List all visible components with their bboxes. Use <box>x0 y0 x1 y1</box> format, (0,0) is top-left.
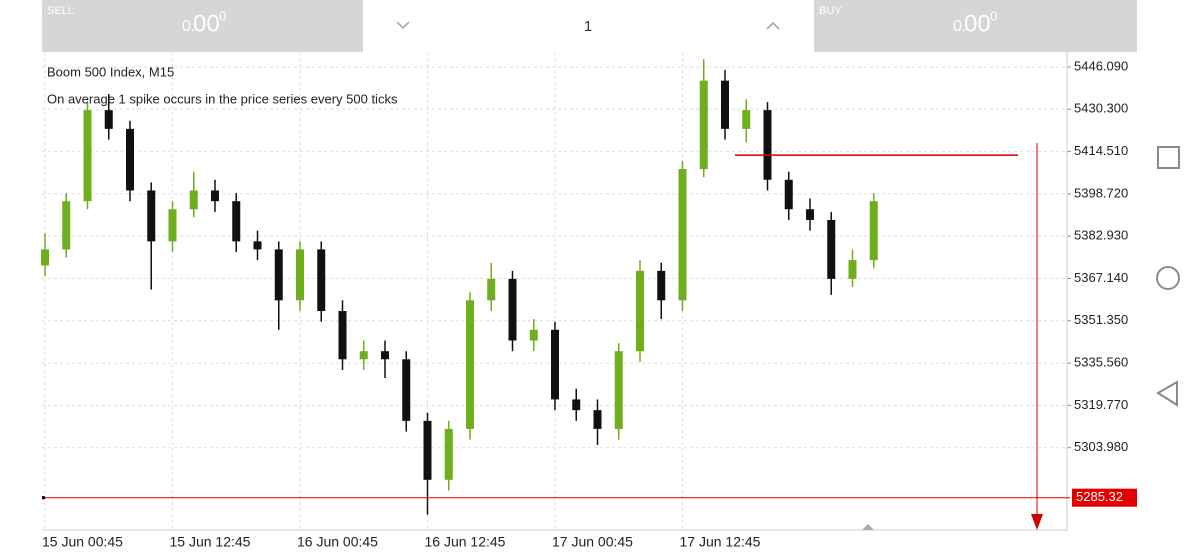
y-tick-label: 5382.930 <box>1074 228 1128 243</box>
candle-body <box>721 80 729 129</box>
y-tick-label: 5446.090 <box>1074 58 1128 73</box>
x-tick-label: 16 Jun 12:45 <box>425 534 506 550</box>
candle-body <box>487 278 496 301</box>
candle-body <box>806 209 814 220</box>
candle-body <box>636 270 644 352</box>
candle-body <box>869 201 878 261</box>
candle-body <box>381 351 389 360</box>
buy-label: BUY <box>819 5 842 17</box>
candle-body <box>466 300 474 429</box>
y-tick-label: 5398.720 <box>1074 185 1128 200</box>
candle-body <box>444 428 453 480</box>
recent-apps-button[interactable] <box>1157 146 1180 169</box>
candle-body <box>763 110 772 180</box>
y-tick-label: 5335.560 <box>1074 355 1128 370</box>
buy-price-sup: 0 <box>990 8 997 23</box>
price-level-marker <box>42 496 45 500</box>
y-axis: 5446.090 5430.300 5414.510 5398.720 5382.930… <box>1074 58 1128 454</box>
sell-price-big: 00 <box>193 10 220 37</box>
candle-body <box>742 110 751 129</box>
candle-body <box>147 190 156 242</box>
candle-body <box>83 110 92 202</box>
y-tick-label: 5367.140 <box>1074 270 1128 285</box>
candle-body <box>699 80 708 170</box>
sell-price-sup: 0 <box>219 8 226 23</box>
chart-title: Boom 500 Index, M15 <box>47 64 174 79</box>
y-tick-label: 5303.980 <box>1074 439 1128 454</box>
scroll-marker <box>862 524 874 530</box>
candle-body <box>359 351 368 360</box>
price-level-badge <box>1072 488 1137 507</box>
candle-body <box>827 219 836 279</box>
buy-price-big: 00 <box>964 10 991 37</box>
y-tick-label: 5351.350 <box>1074 312 1128 327</box>
candle-body <box>572 399 581 411</box>
buy-button[interactable] <box>814 0 1137 52</box>
candle-body <box>593 410 602 429</box>
candle-body <box>508 278 517 341</box>
candle-body <box>784 179 793 210</box>
candle-body <box>62 201 71 250</box>
candle-body <box>253 241 262 250</box>
candle-body <box>211 190 219 202</box>
y-tick-label: 5319.770 <box>1074 397 1128 412</box>
candle-body <box>678 169 687 301</box>
decrease-volume[interactable] <box>396 21 410 30</box>
candle-body <box>168 209 177 242</box>
candle-body <box>104 110 113 129</box>
y-tick-label: 5414.510 <box>1074 143 1128 158</box>
candle-body <box>296 249 304 301</box>
buy-price-small: 0. <box>953 18 966 35</box>
candle-body <box>232 201 241 242</box>
candle-body <box>848 260 857 279</box>
left-margin <box>0 0 42 554</box>
price-level-label: 5285.32 <box>1076 489 1123 504</box>
candle-body <box>657 270 666 301</box>
x-tick-label: 17 Jun 00:45 <box>552 534 633 550</box>
candle-body <box>126 128 134 191</box>
volume-box <box>363 0 814 52</box>
volume-value[interactable]: 1 <box>584 18 592 35</box>
sell-price-small: 0. <box>182 18 195 35</box>
x-tick-label: 15 Jun 00:45 <box>42 534 123 550</box>
candle-body <box>402 359 411 421</box>
nav-bar <box>1137 0 1200 554</box>
candle-body <box>614 351 623 429</box>
arrow-head <box>1031 514 1043 530</box>
x-tick-label: 17 Jun 12:45 <box>680 534 761 550</box>
chart-subtitle: On average 1 spike occurs in the price s… <box>47 91 398 106</box>
sell-label: SELL <box>47 5 74 17</box>
candle-body <box>423 420 432 480</box>
candle-body <box>338 311 347 360</box>
candle-body <box>41 249 49 266</box>
candle-body <box>551 329 559 400</box>
candle-body <box>317 249 326 312</box>
candle-body <box>189 190 198 210</box>
x-tick-label: 15 Jun 12:45 <box>170 534 251 550</box>
chart: 5446.090 5430.300 5414.510 5398.720 5382.930… <box>41 52 1137 550</box>
back-button[interactable] <box>1156 380 1178 407</box>
increase-volume[interactable] <box>766 21 780 30</box>
candle-body <box>529 329 538 341</box>
home-button[interactable] <box>1156 266 1180 290</box>
x-tick-label: 16 Jun 00:45 <box>297 534 378 550</box>
sell-button[interactable] <box>42 0 363 52</box>
candle-body <box>274 249 283 301</box>
y-tick-label: 5430.300 <box>1074 101 1128 116</box>
